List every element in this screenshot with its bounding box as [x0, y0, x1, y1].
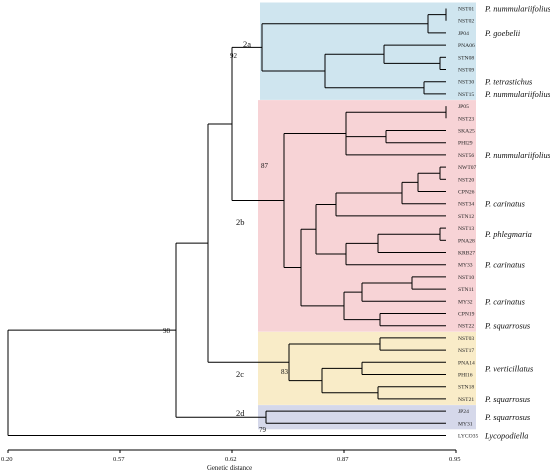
axis-tick-label: 0.87	[337, 456, 349, 463]
leaf-label: MY31	[458, 421, 473, 427]
cluster-box-2a	[260, 2, 476, 100]
axis-tick-label: 0.20	[1, 456, 13, 463]
species-label: P. nummulariifolius	[484, 151, 550, 160]
leaf-label: PNA06	[458, 43, 475, 49]
leaf-label: CPN26	[458, 190, 475, 196]
leaf-label: JP24	[458, 409, 469, 415]
bootstrap-value-root: 98	[163, 327, 171, 335]
species-label: P. goebelii	[484, 29, 521, 38]
leaf-label: STN08	[458, 55, 474, 61]
cluster-label-2d: 2d	[236, 408, 245, 418]
leaf-label: NST15	[458, 92, 474, 98]
axis-tick-label: 0.95	[449, 456, 461, 463]
axis-title: Genetic distance	[207, 465, 252, 472]
leaf-label: NST21	[458, 397, 474, 403]
leaf-label: NST17	[458, 348, 474, 354]
leaf-label: NST02	[458, 19, 474, 25]
cluster-box-2c	[258, 331, 476, 405]
cluster-label-2a: 2a	[243, 39, 251, 49]
cluster-label-2b: 2b	[236, 217, 245, 227]
distance-axis: 0.20 0.57 0.62 0.87 0.95 Genetic distanc…	[1, 449, 461, 472]
bootstrap-value-2c: 83	[281, 368, 289, 376]
leaf-label: JP05	[458, 104, 469, 110]
leaf-label: NST20	[458, 177, 474, 183]
species-label: Lycopodiella	[484, 432, 528, 441]
species-label: P. nummulariifolius	[484, 5, 550, 14]
axis-tick-label: 0.62	[225, 456, 237, 463]
leaf-label: STN12	[458, 214, 474, 220]
species-label: P. tetrastichus	[484, 78, 532, 87]
leaf-label: KRB27	[458, 251, 475, 257]
species-label: P. carinatus	[484, 200, 525, 209]
species-label: P. squarrosus	[484, 395, 530, 404]
leaf-label: MY32	[458, 299, 473, 305]
species-label: P. squarrosus	[484, 413, 530, 422]
leaf-label: NWT07	[458, 165, 477, 171]
leaf-label: PHI29	[458, 141, 473, 147]
leaf-label: SKA25	[458, 129, 475, 135]
leaf-labels: NST01 NST02 JP04 PNA06 STN08 NST09 NST30 NST15 J…	[458, 7, 478, 440]
leaf-label: STN11	[458, 287, 474, 293]
bootstrap-value-2d: 79	[259, 426, 267, 434]
leaf-label: PNA28	[458, 238, 475, 244]
leaf-label: MY33	[458, 263, 473, 269]
leaf-label: NST23	[458, 116, 474, 122]
leaf-label: NST22	[458, 324, 474, 330]
species-label: P. verticillatus	[484, 364, 533, 373]
leaf-label: STN18	[458, 385, 474, 391]
leaf-label: NST01	[458, 7, 474, 13]
species-label: P. nummulariifolius	[484, 90, 550, 99]
species-label: P. carinatus	[484, 261, 525, 270]
leaf-label: NST34	[458, 202, 474, 208]
leaf-label: NST09	[458, 68, 474, 74]
leaf-label: NST56	[458, 153, 474, 159]
species-label: P. squarrosus	[484, 322, 530, 331]
species-labels: P. nummulariifolius P. goebelii P. tetrast…	[484, 5, 550, 441]
cluster-box-2d	[258, 405, 476, 430]
leaf-label: CPN19	[458, 312, 475, 318]
species-label: P. carinatus	[484, 297, 525, 306]
species-label: P. phlegmaria	[484, 230, 532, 239]
cluster-label-2c: 2c	[236, 369, 244, 379]
leaf-label: LYCO35	[458, 434, 478, 440]
leaf-label: NST30	[458, 80, 474, 86]
bootstrap-value-2a: 92	[230, 52, 238, 60]
axis-tick-label: 0.57	[113, 456, 125, 463]
dendrogram-branches	[7, 8, 447, 436]
leaf-label: PHI16	[458, 373, 473, 379]
leaf-label: NST10	[458, 275, 474, 281]
bootstrap-value-2b: 87	[261, 162, 269, 170]
leaf-label: PNA14	[458, 360, 475, 366]
leaf-label: JP04	[458, 31, 469, 37]
leaf-label: NST13	[458, 226, 474, 232]
leaf-label: NST03	[458, 336, 474, 342]
